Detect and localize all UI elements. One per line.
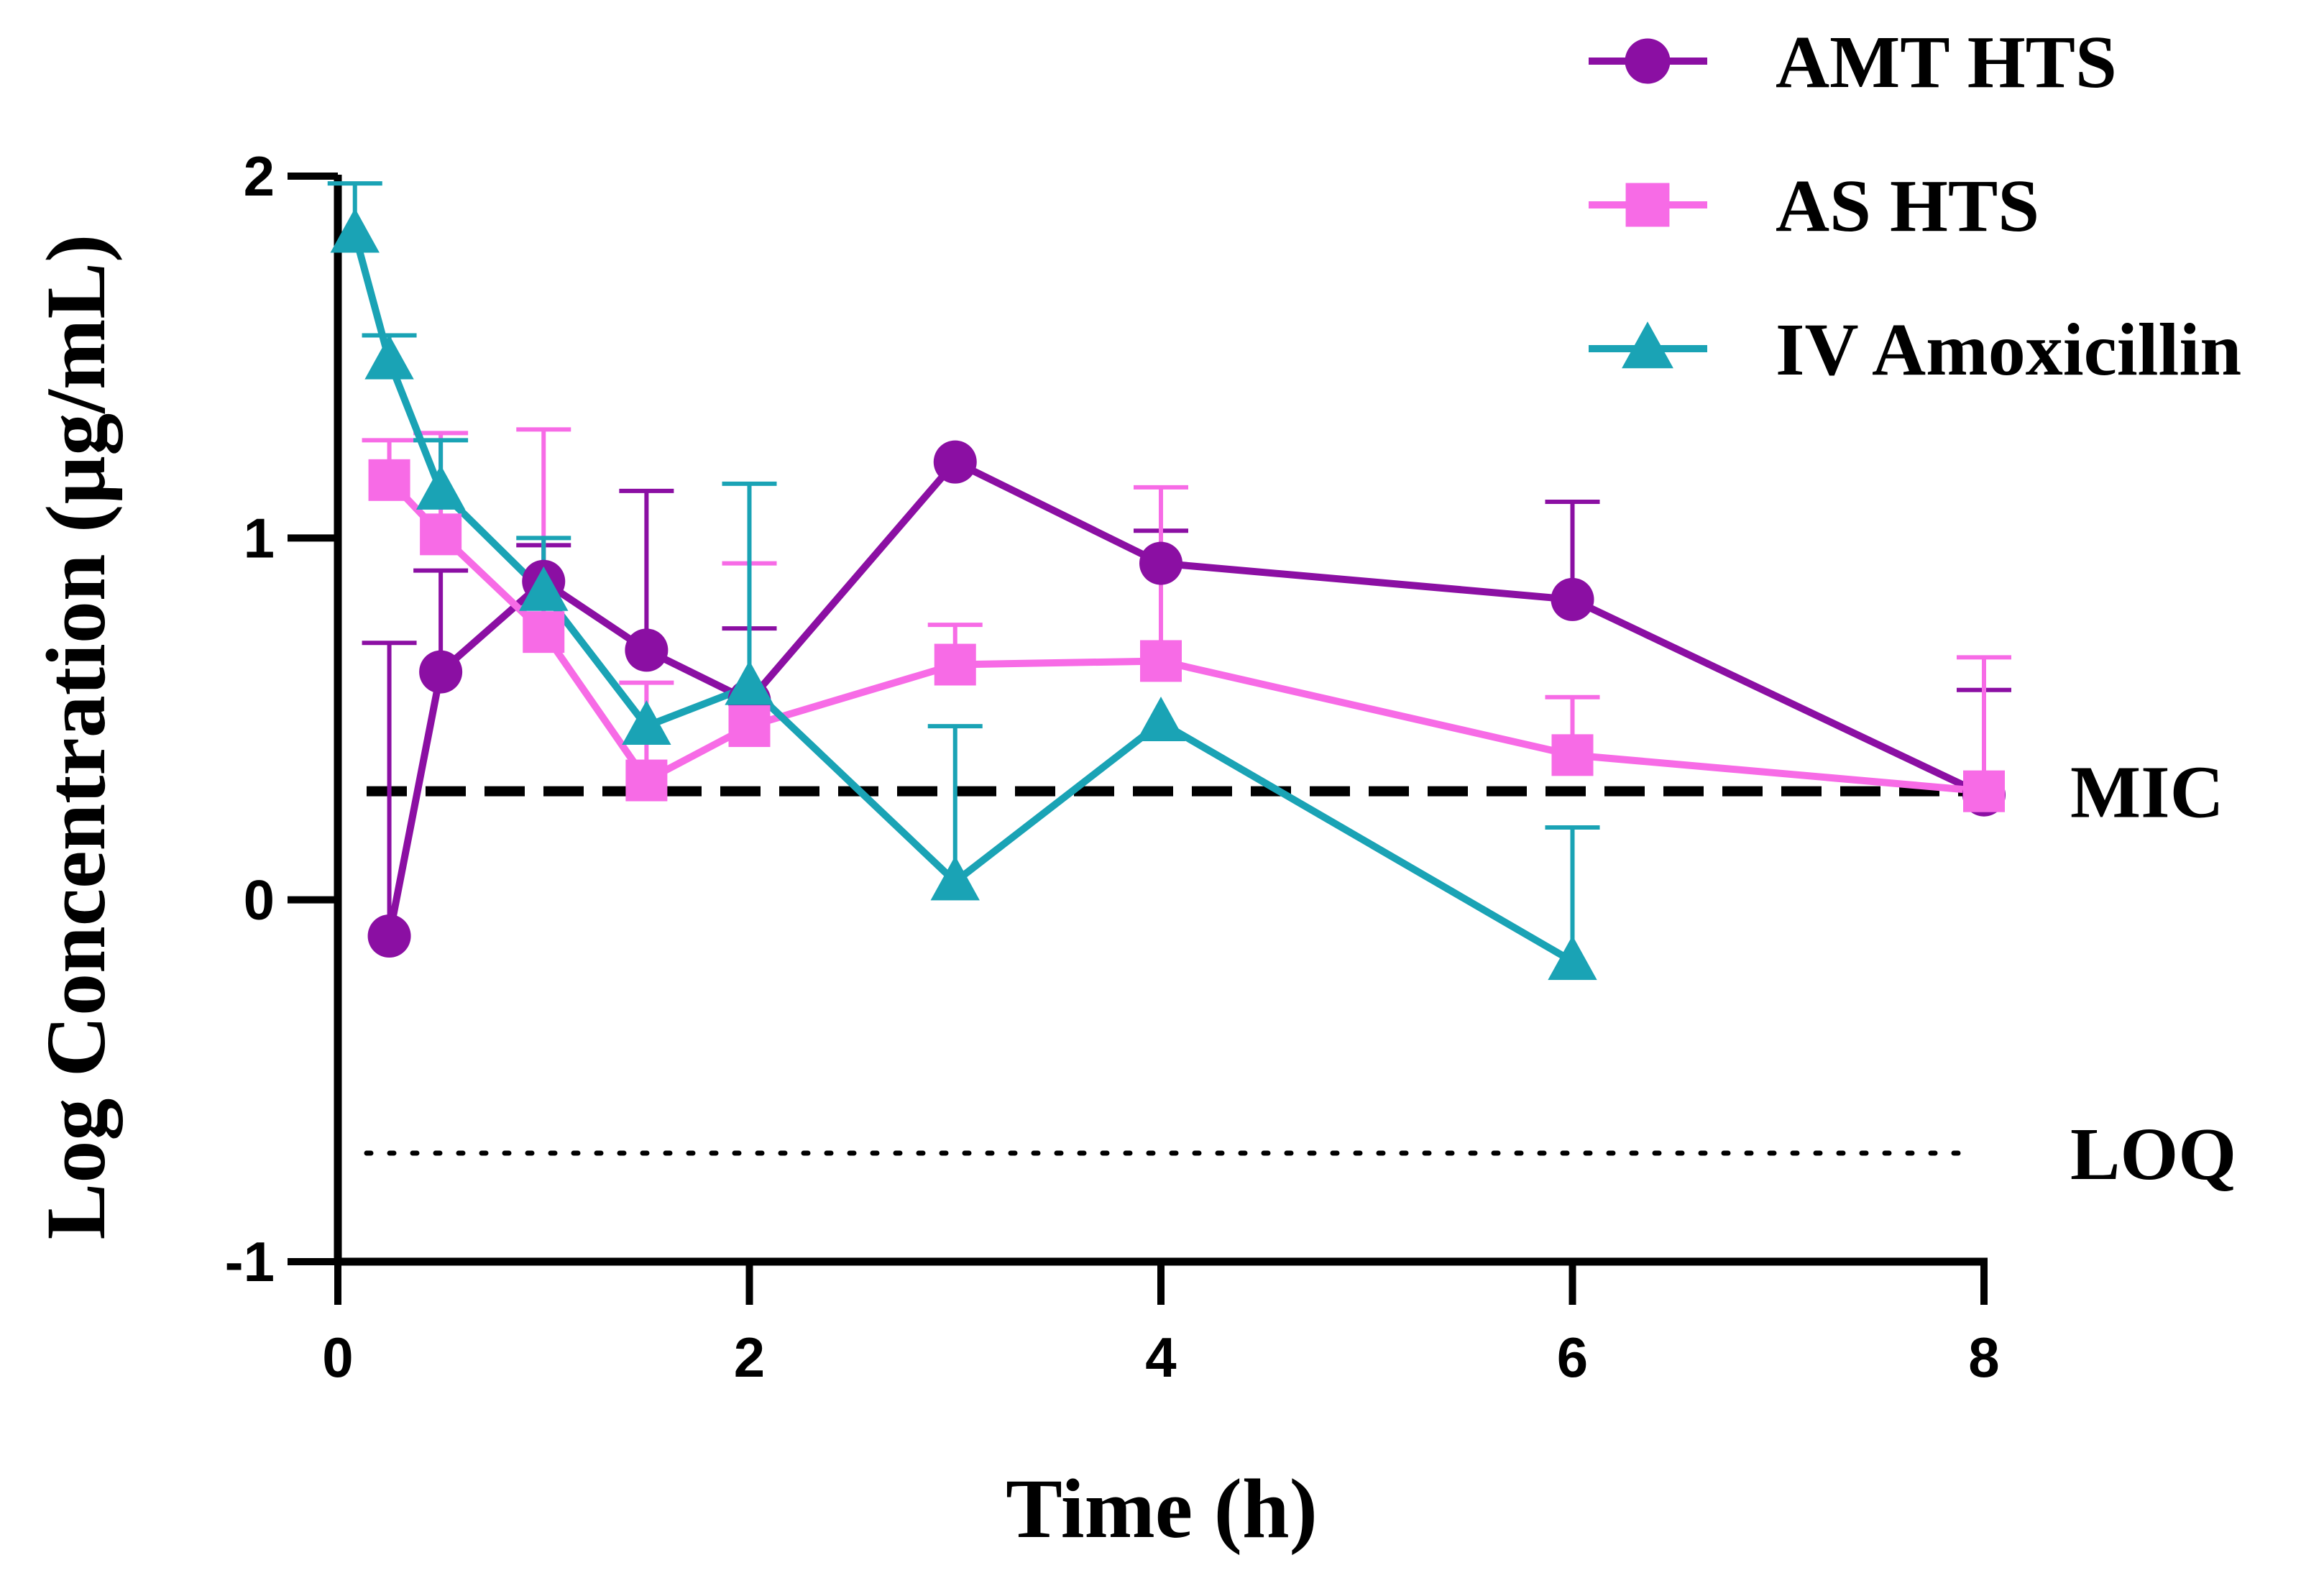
reference-lines [364, 786, 1980, 1156]
legend-marker-amt-hts [1625, 38, 1671, 84]
point-iv-amoxicillin [364, 334, 414, 380]
reference-label-mic: MIC [2070, 751, 2224, 834]
y-tick-label: 1 [244, 506, 275, 569]
point-as-hts [420, 513, 462, 556]
point-iv-amoxicillin [622, 700, 671, 745]
axes [288, 173, 1988, 1305]
x-axis-title: Time (h) [1006, 1462, 1318, 1556]
labels: Time (h) Log Concentration (µg/mL) MIC LO… [29, 145, 2236, 1556]
point-iv-amoxicillin [1548, 935, 1597, 981]
y-tick-label: 2 [244, 145, 275, 208]
y-axis-title: Log Concentration (µg/mL) [29, 234, 123, 1240]
series-markers [330, 208, 2006, 981]
point-as-hts [1963, 770, 2005, 812]
point-amt-hts [1139, 541, 1182, 585]
y-tick-label: -1 [225, 1230, 275, 1293]
point-as-hts [523, 611, 565, 653]
legend-label-as-hts: AS HTS [1776, 165, 2039, 247]
point-amt-hts [419, 650, 463, 694]
point-as-hts [728, 705, 771, 748]
point-iv-amoxicillin [1136, 697, 1186, 741]
legend-label-amt-hts: AMT HTS [1776, 21, 2117, 104]
legend-marker-iv-amoxicillin [1622, 321, 1673, 369]
point-as-hts [368, 459, 410, 501]
point-amt-hts [367, 914, 411, 958]
point-iv-amoxicillin [930, 855, 980, 901]
error-bars [327, 181, 2011, 962]
point-as-hts [1551, 734, 1594, 776]
y-tick-label: 0 [244, 868, 275, 932]
point-iv-amoxicillin [330, 208, 380, 253]
point-iv-amoxicillin [415, 464, 466, 510]
x-tick-label: 2 [734, 1326, 765, 1389]
legend-marker-as-hts [1625, 183, 1670, 227]
point-as-hts [1140, 640, 1182, 682]
point-iv-amoxicillin [519, 566, 569, 611]
x-tick-label: 6 [1557, 1326, 1588, 1389]
point-amt-hts [625, 628, 669, 672]
point-as-hts [625, 759, 668, 802]
series-lines [351, 233, 1986, 965]
x-tick-label: 4 [1145, 1326, 1176, 1389]
x-tick-label: 0 [322, 1326, 353, 1389]
point-amt-hts [933, 440, 977, 484]
legend-label-iv-amoxicillin: IV Amoxicillin [1776, 308, 2241, 391]
point-iv-amoxicillin [725, 660, 774, 705]
point-as-hts [934, 643, 976, 686]
point-amt-hts [1551, 577, 1594, 621]
x-tick-label: 8 [1968, 1326, 1999, 1389]
reference-label-loq: LOQ [2070, 1113, 2236, 1196]
legend: AMT HTS AS HTS IV Amoxicillin [1589, 21, 2241, 391]
